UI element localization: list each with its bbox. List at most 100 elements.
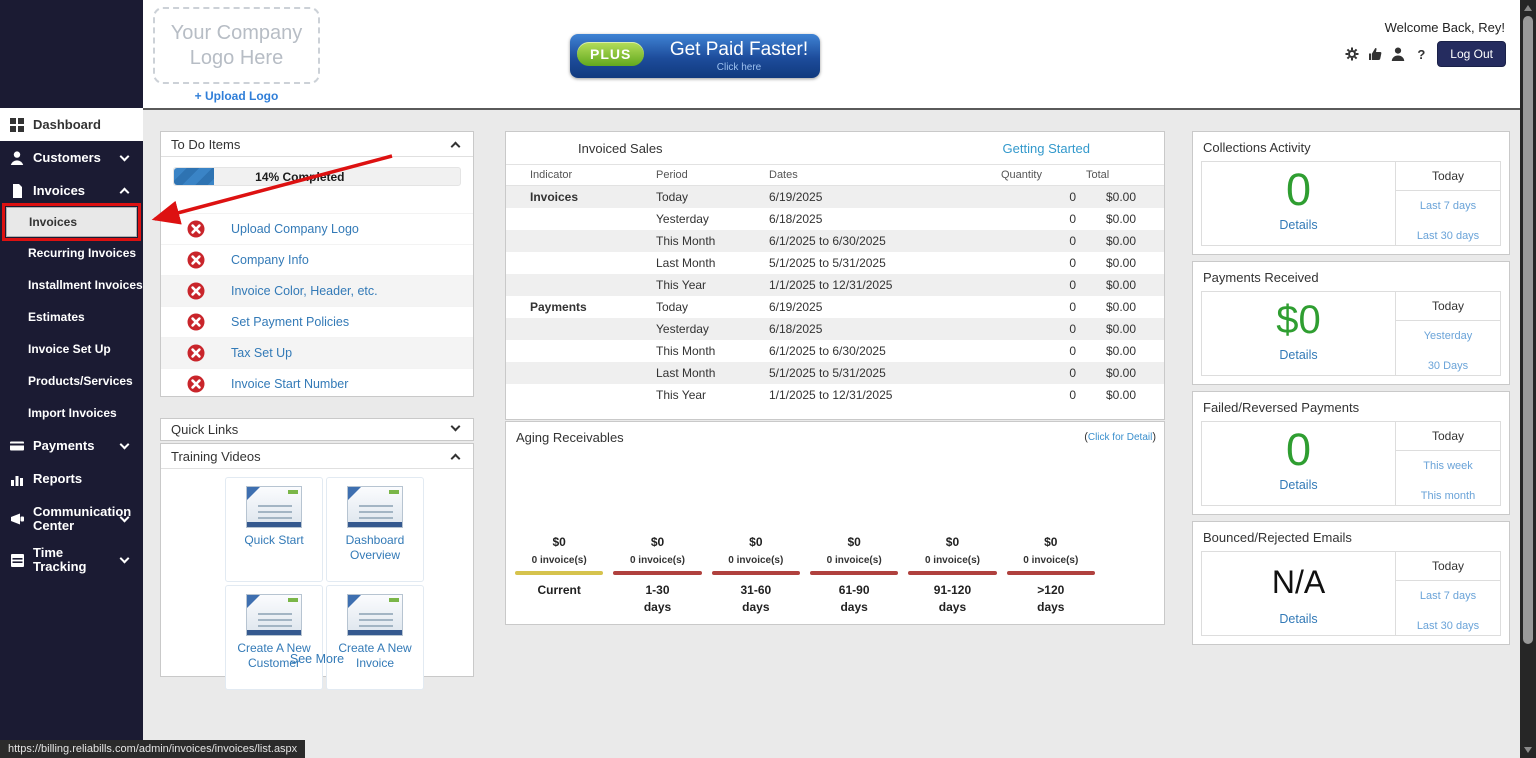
tab-today[interactable]: Today bbox=[1396, 422, 1500, 451]
sidebar-item-label: Customers bbox=[33, 149, 101, 165]
stat-value-area: $0 Details bbox=[1202, 292, 1395, 375]
cell: $0.00 bbox=[1105, 299, 1136, 314]
see-more-link[interactable]: See More bbox=[289, 652, 345, 666]
sidebar-subitem-installment-invoices[interactable]: Installment Invoices bbox=[0, 269, 143, 301]
todo-link-payment-policies[interactable]: Set Payment Policies bbox=[231, 315, 350, 329]
panel-title: Bounced/Rejected Emails bbox=[1203, 530, 1352, 545]
sidebar-item-payments[interactable]: Payments bbox=[0, 429, 143, 462]
megaphone-icon bbox=[11, 513, 24, 525]
sidebar-subitem-import-invoices[interactable]: Import Invoices bbox=[0, 397, 143, 429]
tab-yesterday[interactable]: Yesterday bbox=[1423, 330, 1473, 342]
sidebar-item-invoices[interactable]: Invoices bbox=[0, 174, 143, 207]
training-videos-panel: Training Videos Quick Start Dashboard Ov… bbox=[160, 443, 474, 690]
tab-30-days[interactable]: 30 Days bbox=[1427, 360, 1469, 372]
click-for-detail-link[interactable]: Click for Detail bbox=[1087, 432, 1153, 443]
collapse-chevron-up-icon[interactable] bbox=[450, 453, 461, 464]
getting-started-link[interactable]: Getting Started bbox=[1002, 141, 1090, 156]
tab-last-30-days[interactable]: Last 30 days bbox=[1416, 620, 1480, 632]
progress-bar: 14% Completed bbox=[173, 167, 461, 186]
top-header: Your Company Logo Here + Upload Logo PLU… bbox=[143, 0, 1520, 110]
cell: 0 bbox=[1069, 321, 1076, 336]
video-card-create-invoice[interactable]: Create A New Invoice bbox=[326, 585, 424, 690]
sidebar-subitem-label: Import Invoices bbox=[28, 406, 117, 420]
scroll-down-arrow-icon[interactable] bbox=[1524, 747, 1532, 753]
cell bbox=[506, 384, 656, 406]
tab-this-week[interactable]: This week bbox=[1423, 460, 1473, 472]
sidebar-item-customers[interactable]: Customers bbox=[0, 141, 143, 174]
video-card-create-customer[interactable]: Create A New Customer bbox=[225, 585, 323, 690]
cell bbox=[506, 340, 656, 362]
panel-title: Collections Activity bbox=[1203, 140, 1311, 155]
details-link[interactable]: Details bbox=[1279, 478, 1318, 492]
sidebar-subitem-estimates[interactable]: Estimates bbox=[0, 301, 143, 333]
upload-logo-link[interactable]: + Upload Logo bbox=[194, 89, 279, 103]
collections-activity-panel: Collections Activity 0 Details Today Las… bbox=[1192, 131, 1510, 255]
tab-last-30-days[interactable]: Last 30 days bbox=[1416, 230, 1480, 242]
thumbs-up-icon[interactable] bbox=[1368, 47, 1382, 61]
bucket-amount: $0 bbox=[552, 535, 566, 549]
user-icon[interactable] bbox=[1391, 47, 1405, 61]
promo-banner[interactable]: PLUS Get Paid Faster! Click here bbox=[570, 34, 820, 78]
todo-link-company-info[interactable]: Company Info bbox=[231, 253, 309, 267]
cell: 0 bbox=[1069, 189, 1076, 204]
sidebar-subitem-invoices[interactable]: Invoices bbox=[2, 203, 141, 241]
sidebar-item-communication-center[interactable]: Communication Center bbox=[0, 495, 143, 543]
logo-placeholder[interactable]: Your Company Logo Here bbox=[153, 7, 320, 84]
expand-chevron-down-icon[interactable] bbox=[450, 421, 461, 432]
scroll-up-arrow-icon[interactable] bbox=[1524, 5, 1532, 11]
bucket-amount: $0 bbox=[847, 535, 861, 549]
paren: ( bbox=[1084, 431, 1088, 443]
sidebar-subitem-invoice-set-up[interactable]: Invoice Set Up bbox=[0, 333, 143, 365]
collapse-chevron-up-icon[interactable] bbox=[450, 141, 461, 152]
tab-last-7-days[interactable]: Last 7 days bbox=[1419, 200, 1477, 212]
logout-button[interactable]: Log Out bbox=[1437, 41, 1506, 67]
sidebar-subitem-label: Products/Services bbox=[28, 374, 133, 388]
sidebar-item-time-tracking[interactable]: Time Tracking bbox=[0, 543, 143, 576]
aging-bucket-31-60: $0 0 invoice(s) 31-60 days bbox=[707, 535, 805, 616]
tab-this-month[interactable]: This month bbox=[1420, 490, 1476, 502]
tab-last-7-days[interactable]: Last 7 days bbox=[1419, 590, 1477, 602]
gear-icon[interactable] bbox=[1345, 47, 1359, 61]
aging-bucket-1-30: $0 0 invoice(s) 1-30 days bbox=[608, 535, 706, 616]
stat-value: N/A bbox=[1271, 564, 1326, 600]
cell: 0 bbox=[1069, 233, 1076, 248]
details-link[interactable]: Details bbox=[1279, 348, 1318, 362]
vertical-scrollbar[interactable] bbox=[1520, 0, 1536, 758]
sidebar-item-dashboard[interactable]: Dashboard bbox=[0, 108, 143, 141]
help-icon[interactable]: ? bbox=[1417, 46, 1426, 62]
scrollbar-thumb[interactable] bbox=[1523, 16, 1533, 644]
sidebar-subitem-products-services[interactable]: Products/Services bbox=[0, 365, 143, 397]
stat-tabs: Today Yesterday 30 Days bbox=[1395, 292, 1500, 375]
sidebar-item-reports[interactable]: Reports bbox=[0, 462, 143, 495]
invoiced-sales-table: Indicator Period Dates Quantity Total In… bbox=[506, 164, 1164, 406]
tab-today[interactable]: Today bbox=[1396, 292, 1500, 321]
table-row: This Year 1/1/2025 to 12/31/2025 0 $0.00 bbox=[506, 273, 1164, 296]
tab-today[interactable]: Today bbox=[1396, 162, 1500, 191]
todo-link-invoice-start-number[interactable]: Invoice Start Number bbox=[231, 377, 349, 391]
details-link[interactable]: Details bbox=[1279, 612, 1318, 626]
aging-bucket-current: $0 0 invoice(s) Current bbox=[510, 535, 608, 616]
banner-click-here-link[interactable]: Click here bbox=[716, 62, 762, 73]
column-header: Indicator bbox=[506, 164, 656, 186]
cell: This Year bbox=[656, 277, 707, 292]
video-card-dashboard-overview[interactable]: Dashboard Overview bbox=[326, 477, 424, 582]
tab-today[interactable]: Today bbox=[1396, 552, 1500, 581]
todo-link-upload-logo[interactable]: Upload Company Logo bbox=[231, 222, 359, 236]
stat-value: 0 bbox=[1285, 164, 1312, 215]
details-link[interactable]: Details bbox=[1279, 218, 1318, 232]
sidebar-subitem-label: Invoices bbox=[29, 215, 78, 229]
chevron-up-icon bbox=[119, 187, 130, 197]
column-header: Dates bbox=[769, 164, 1001, 186]
column-header: Total bbox=[1086, 164, 1164, 186]
sidebar-subitem-recurring-invoices[interactable]: Recurring Invoices bbox=[0, 237, 143, 269]
status-bar-url: https://billing.reliabills.com/admin/inv… bbox=[0, 740, 306, 758]
cell: Payments bbox=[530, 299, 587, 314]
video-card-quick-start[interactable]: Quick Start bbox=[225, 477, 323, 582]
video-label: Dashboard Overview bbox=[345, 533, 405, 562]
cell: This Month bbox=[656, 233, 716, 248]
stat-value-area: N/A Details bbox=[1202, 552, 1395, 635]
todo-link-tax-set-up[interactable]: Tax Set Up bbox=[231, 346, 293, 360]
todo-link-invoice-color[interactable]: Invoice Color, Header, etc. bbox=[231, 284, 378, 298]
stat-value: 0 bbox=[1285, 424, 1312, 475]
sidebar-item-label: Time Tracking bbox=[33, 544, 87, 574]
